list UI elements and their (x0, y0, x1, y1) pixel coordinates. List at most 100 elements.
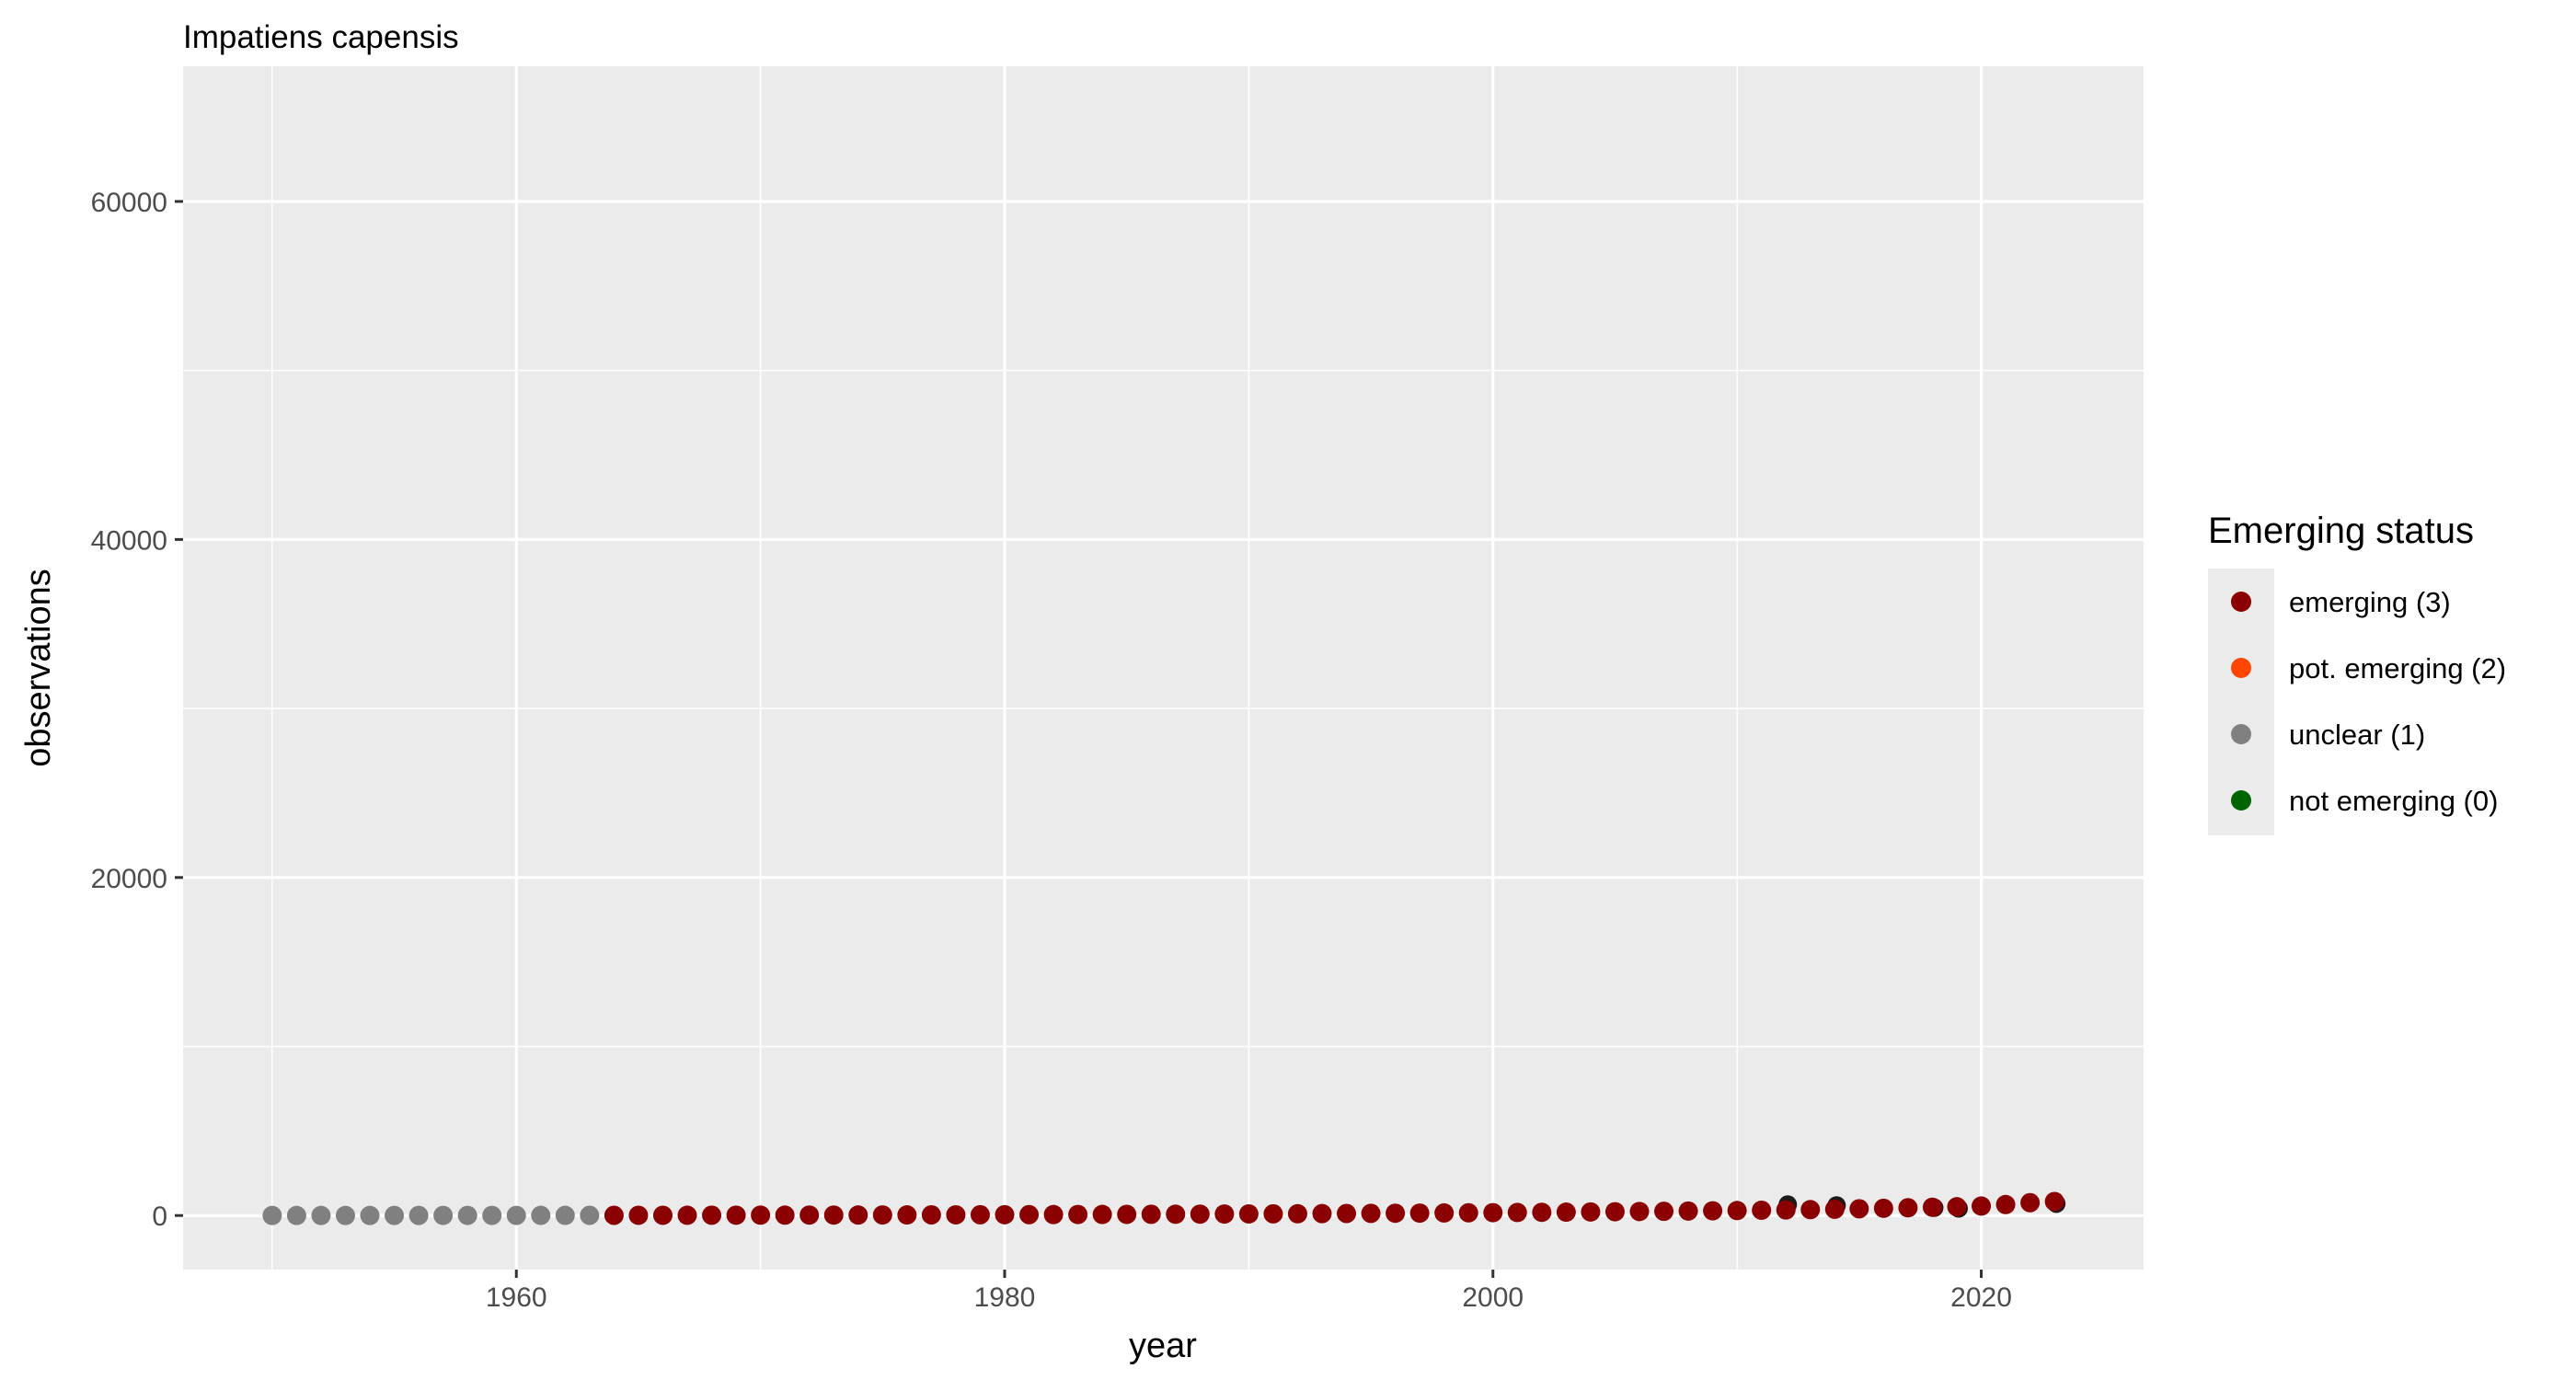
data-point (995, 1204, 1015, 1225)
data-point (799, 1205, 820, 1225)
y-axis-title: observations (19, 569, 58, 766)
data-point (652, 1205, 673, 1225)
data-point (1263, 1203, 1283, 1224)
data-point (1532, 1202, 1552, 1223)
data-point (1752, 1200, 1772, 1220)
data-point (1972, 1196, 1992, 1216)
data-point (531, 1205, 551, 1225)
data-point (457, 1205, 477, 1225)
plot-panel (183, 66, 2144, 1270)
data-point (408, 1205, 429, 1225)
data-point (1287, 1203, 1307, 1224)
data-point (262, 1205, 282, 1225)
data-point (506, 1205, 526, 1225)
legend-key (2231, 724, 2251, 744)
data-point (921, 1204, 941, 1225)
data-point (1068, 1204, 1088, 1225)
data-point (1849, 1199, 1869, 1219)
legend-key (2231, 592, 2251, 612)
data-point (1043, 1204, 1064, 1225)
data-point (628, 1205, 649, 1225)
data-point (1092, 1204, 1112, 1225)
data-point (385, 1205, 405, 1225)
data-point (433, 1205, 454, 1225)
data-point (823, 1205, 844, 1225)
data-point (604, 1205, 624, 1225)
data-point (1873, 1198, 1893, 1218)
legend-key (2231, 790, 2251, 811)
data-point (1117, 1204, 1137, 1225)
data-point (335, 1205, 355, 1225)
chart-title: Impatiens capensis (183, 19, 459, 55)
y-tick-label: 40000 (91, 525, 167, 556)
data-point (1483, 1202, 1503, 1223)
data-point (1824, 1199, 1845, 1219)
data-point (1361, 1203, 1381, 1224)
x-axis-title: year (1129, 1327, 1197, 1365)
data-point (1238, 1203, 1259, 1224)
data-point (970, 1204, 990, 1225)
data-point (1312, 1203, 1332, 1224)
data-point (580, 1205, 600, 1225)
data-point (726, 1205, 746, 1225)
data-point (1434, 1202, 1455, 1223)
data-point (2020, 1192, 2041, 1213)
y-axis: 0 20000 40000 60000 (91, 188, 183, 1232)
data-point (360, 1205, 380, 1225)
legend-title: Emerging status (2208, 511, 2474, 551)
data-point (897, 1205, 917, 1225)
data-point (1409, 1203, 1430, 1224)
data-point (1190, 1204, 1210, 1225)
data-point (848, 1205, 868, 1225)
legend-label: emerging (3) (2289, 586, 2451, 618)
minor-grid (183, 66, 2144, 1270)
data-point (1922, 1197, 1942, 1217)
data-point (1800, 1200, 1821, 1220)
data-point (1458, 1202, 1478, 1223)
data-point (872, 1205, 892, 1225)
data-point (1214, 1204, 1235, 1225)
data-point (1337, 1203, 1357, 1224)
data-point (1776, 1200, 1796, 1220)
data-point (1386, 1203, 1406, 1224)
x-axis: 1960 1980 2000 2020 (486, 1270, 2012, 1313)
data-point (1727, 1201, 1747, 1221)
y-tick-label: 20000 (91, 864, 167, 894)
y-tick-label: 0 (152, 1202, 167, 1232)
data-point (1507, 1202, 1527, 1223)
data-point (1141, 1204, 1161, 1225)
x-tick-label: 1980 (974, 1282, 1036, 1313)
data-point (1629, 1202, 1650, 1222)
data-points (262, 1191, 2066, 1225)
data-point (555, 1205, 575, 1225)
data-point (1556, 1202, 1576, 1223)
data-point (775, 1205, 795, 1225)
y-tick-label: 60000 (91, 188, 167, 218)
x-tick-label: 2000 (1462, 1282, 1524, 1313)
data-point (482, 1205, 502, 1225)
data-point (677, 1205, 697, 1225)
legend-label: not emerging (0) (2289, 785, 2498, 817)
data-point (2044, 1191, 2064, 1212)
data-point (1166, 1204, 1186, 1225)
data-point (1703, 1201, 1723, 1221)
data-point (1898, 1198, 1918, 1218)
data-point (1604, 1202, 1625, 1222)
data-point (1678, 1201, 1698, 1221)
legend-label: unclear (1) (2289, 719, 2425, 751)
data-point (702, 1205, 722, 1225)
x-tick-label: 1960 (486, 1282, 547, 1313)
data-point (946, 1204, 966, 1225)
legend-key (2231, 658, 2251, 678)
x-tick-label: 2020 (1950, 1282, 2012, 1313)
data-point (1947, 1197, 1967, 1217)
legend-label: pot. emerging (2) (2289, 652, 2506, 684)
legend: Emerging status emerging (3) pot. emergin… (2208, 511, 2506, 835)
data-point (1019, 1204, 1040, 1225)
data-point (311, 1205, 331, 1225)
data-point (1654, 1202, 1674, 1222)
data-point (751, 1205, 771, 1225)
data-point (1995, 1194, 2016, 1214)
data-point (1581, 1202, 1601, 1222)
